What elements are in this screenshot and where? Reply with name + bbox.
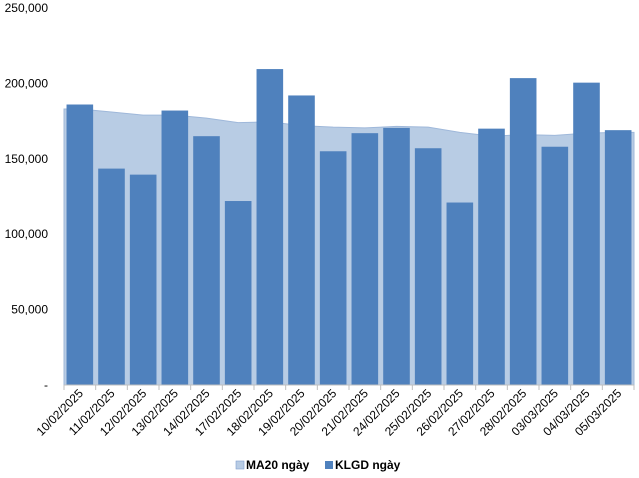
bar-14/02/2025 <box>193 136 220 385</box>
bar-10/02/2025 <box>66 104 94 385</box>
bar-19/02/2025 <box>288 95 315 386</box>
bar-26/02/2025 <box>446 202 474 385</box>
bar-18/02/2025 <box>256 69 284 385</box>
legend-label-klgd: KLGD ngày <box>335 458 401 472</box>
bar-12/02/2025 <box>129 174 157 385</box>
y-tick-label: 250,000 <box>5 1 49 15</box>
bar-11/02/2025 <box>98 168 125 385</box>
legend-swatch-ma20 <box>235 460 245 470</box>
bar-17/02/2025 <box>224 201 252 385</box>
y-tick-label: 200,000 <box>5 76 49 90</box>
y-tick-label: - <box>44 378 48 392</box>
y-tick-label: 100,000 <box>5 227 49 241</box>
bar-04/03/2025 <box>573 82 600 386</box>
klgd-bar-layer <box>66 69 632 386</box>
bar-20/02/2025 <box>319 151 347 385</box>
bar-25/02/2025 <box>414 148 442 385</box>
bar-21/02/2025 <box>351 133 379 385</box>
y-tick-label: 50,000 <box>11 303 48 317</box>
bar-05/03/2025 <box>604 130 632 385</box>
x-axis: 10/02/202511/02/202512/02/202513/02/2025… <box>34 384 635 439</box>
y-tick-label: 150,000 <box>5 152 49 166</box>
legend-label-ma20: MA20 ngày <box>246 458 310 472</box>
bar-24/02/2025 <box>383 127 410 385</box>
bar-13/02/2025 <box>161 110 189 385</box>
bar-28/02/2025 <box>509 78 537 386</box>
bar-03/03/2025 <box>541 146 569 385</box>
bar-27/02/2025 <box>478 128 505 385</box>
legend: MA20 ngày KLGD ngày <box>235 458 401 472</box>
y-axis: - 50,000 100,000 150,000 200,000 250,000 <box>5 1 49 392</box>
legend-swatch-klgd <box>325 461 333 469</box>
